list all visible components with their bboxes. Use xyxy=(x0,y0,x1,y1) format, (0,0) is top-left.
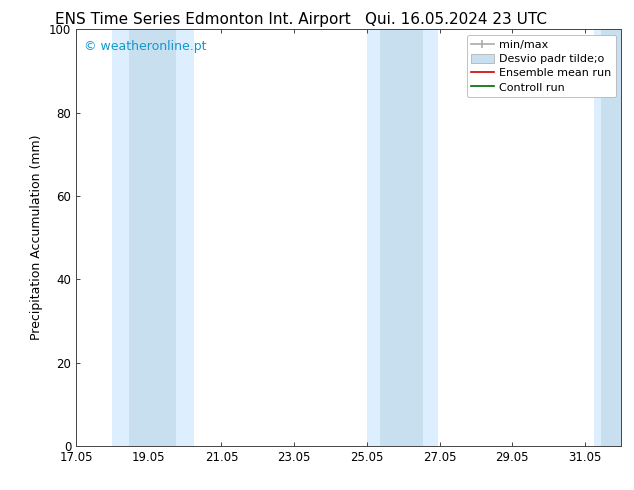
Bar xyxy=(594,29,627,446)
Bar xyxy=(129,29,176,446)
Text: Qui. 16.05.2024 23 UTC: Qui. 16.05.2024 23 UTC xyxy=(365,12,548,27)
Bar xyxy=(367,29,437,446)
Legend: min/max, Desvio padr tilde;o, Ensemble mean run, Controll run: min/max, Desvio padr tilde;o, Ensemble m… xyxy=(467,35,616,97)
Bar xyxy=(380,29,424,446)
Y-axis label: Precipitation Accumulation (mm): Precipitation Accumulation (mm) xyxy=(30,135,43,341)
Bar xyxy=(601,29,627,446)
Text: ENS Time Series Edmonton Int. Airport: ENS Time Series Edmonton Int. Airport xyxy=(55,12,351,27)
Text: © weatheronline.pt: © weatheronline.pt xyxy=(84,40,207,53)
Bar xyxy=(112,29,194,446)
